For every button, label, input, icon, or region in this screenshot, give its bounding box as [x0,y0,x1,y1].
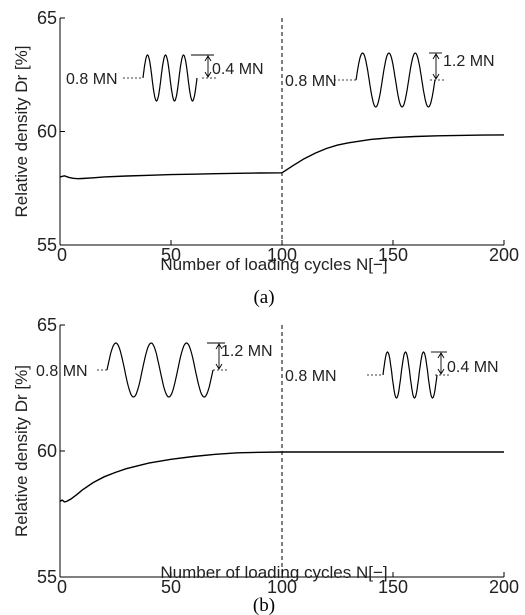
amp-arrowhead-up [432,53,440,60]
sine-wave [355,52,436,108]
amp-arrowhead-down [204,71,212,78]
x-tick-label: 150 [378,245,408,265]
load-wave-glyph: 0.8 MN 1.2 MN [36,342,273,398]
sine-wave [382,351,438,399]
amplitude-label: 1.2 MN [221,343,273,360]
sine-wave [106,342,214,398]
series-line [59,451,504,503]
y-tick-label: 65 [37,8,57,28]
series-line [59,134,505,180]
x-tick-label: 100 [267,245,297,265]
load-wave-glyph: 0.8 MN 1.2 MN [285,52,495,108]
x-tick-label: 150 [378,577,408,597]
amp-arrowhead-down [432,73,440,80]
x-tick-label: 200 [489,577,519,597]
mean-load-label: 0.8 MN [285,368,337,385]
amplitude-label: 1.2 MN [443,53,495,70]
y-axis-label: Relative density Dr [%] [12,365,31,537]
amp-arrowhead-up [204,55,212,62]
mean-load-label: 0.8 MN [36,363,88,380]
amplitude-label: 0.4 MN [212,61,264,78]
x-axis-label: Number of loading cycles N[−] [160,563,387,582]
x-tick-label: 50 [161,577,181,597]
load-wave-glyph: 0.8 MN 0.4 MN [66,54,264,102]
y-tick-label: 65 [37,315,57,335]
chart-panel-a: 0 50 100 150 200 55 60 65 Number of loading cycl… [12,8,519,308]
x-tick-label: 0 [57,245,67,265]
x-tick-label: 200 [489,245,519,265]
amp-arrowhead-down [215,363,223,370]
x-tick-label: 50 [161,245,181,265]
mean-load-label: 0.8 MN [66,71,118,88]
amp-arrowhead-down [437,368,445,375]
mean-load-label: 0.8 MN [285,73,337,90]
panel-caption: (b) [253,595,275,615]
y-tick-label: 55 [37,567,57,587]
x-axis-label: Number of loading cycles N[−] [160,255,387,274]
amp-arrowhead-up [437,352,445,359]
amp-arrowhead-up [215,343,223,350]
amplitude-label: 0.4 MN [447,359,499,376]
load-wave-glyph: 0.8 MN 0.4 MN [285,351,499,399]
x-tick-label: 0 [57,577,67,597]
panel-caption: (a) [253,287,274,308]
y-tick-label: 60 [37,122,57,142]
sine-wave [142,54,198,102]
y-tick-label: 55 [37,235,57,255]
chart-panel-b: 0 50 100 150 200 55 60 65 Number of loading cycl… [12,315,519,615]
x-tick-label: 100 [267,577,297,597]
y-axis-label: Relative density Dr [%] [12,46,31,218]
y-tick-label: 60 [37,441,57,461]
